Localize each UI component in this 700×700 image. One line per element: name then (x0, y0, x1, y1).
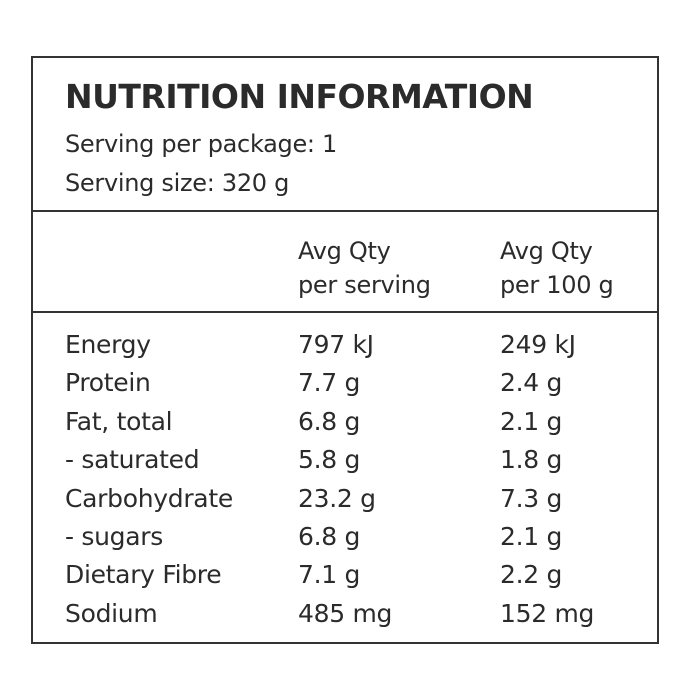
per-100g-value: 2.1 g (500, 521, 563, 551)
per-serving-value: 5.8 g (298, 445, 361, 475)
per-serving-value: 6.8 g (298, 521, 361, 551)
table-divider (33, 311, 657, 313)
per-100g-value: 249 kJ (500, 330, 576, 359)
nutrient-row-fat-total: Fat, total 6.8 g 2.1 g (65, 403, 655, 441)
nutrient-row-dietary-fibre: Dietary Fibre 7.1 g 2.2 g (65, 556, 655, 594)
per-serving-value: 7.1 g (298, 560, 361, 590)
nutrient-name: Dietary Fibre (65, 560, 222, 590)
column-header-per-100g-line1: Avg Qty (500, 237, 593, 265)
nutrient-table: Energy 797 kJ 249 kJ Protein 7.7 g 2.4 g… (65, 326, 655, 633)
nutrient-row-saturated: - saturated 5.8 g 1.8 g (65, 441, 655, 479)
servings-per-package: Serving per package: 1 (65, 130, 338, 158)
panel-title: NUTRITION INFORMATION (65, 77, 534, 116)
nutrient-row-sugars: - sugars 6.8 g 2.1 g (65, 518, 655, 556)
nutrient-row-protein: Protein 7.7 g 2.4 g (65, 364, 655, 402)
header-divider (33, 210, 657, 212)
column-header-per-serving: Avg Qty per serving (298, 234, 431, 302)
column-header-per-100g: Avg Qty per 100 g (500, 234, 614, 302)
per-serving-value: 6.8 g (298, 406, 361, 436)
nutrient-name: Carbohydrate (65, 483, 233, 513)
per-100g-value: 7.3 g (500, 483, 563, 513)
per-100g-value: 1.8 g (500, 445, 563, 475)
nutrient-name: - sugars (65, 521, 163, 551)
nutrient-name: Energy (65, 330, 151, 359)
nutrient-row-carbohydrate: Carbohydrate 23.2 g 7.3 g (65, 480, 655, 518)
nutrient-row-sodium: Sodium 485 mg 152 mg (65, 595, 655, 633)
column-header-per-serving-line2: per serving (298, 271, 431, 299)
nutrient-name: Protein (65, 368, 151, 398)
per-100g-value: 2.4 g (500, 368, 563, 398)
column-header-per-serving-line1: Avg Qty (298, 237, 391, 265)
per-serving-value: 7.7 g (298, 368, 361, 398)
nutrition-panel: NUTRITION INFORMATION Serving per packag… (31, 56, 659, 644)
nutrient-row-energy: Energy 797 kJ 249 kJ (65, 326, 655, 364)
per-100g-value: 2.1 g (500, 406, 563, 436)
per-100g-value: 2.2 g (500, 560, 563, 590)
per-serving-value: 485 mg (298, 598, 393, 628)
per-serving-value: 23.2 g (298, 483, 376, 513)
nutrient-name: - saturated (65, 445, 200, 475)
per-100g-value: 152 mg (500, 598, 595, 628)
serving-size: Serving size: 320 g (65, 169, 290, 197)
column-header-per-100g-line2: per 100 g (500, 271, 614, 299)
nutrient-name: Sodium (65, 598, 158, 628)
nutrient-name: Fat, total (65, 406, 173, 436)
per-serving-value: 797 kJ (298, 330, 374, 359)
